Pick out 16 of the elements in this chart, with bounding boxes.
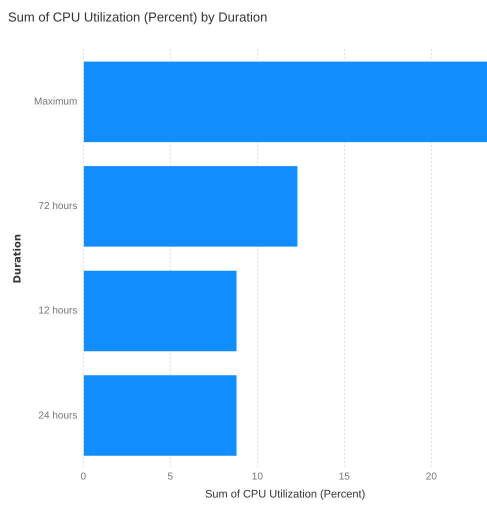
- y-tick-label: 72 hours: [38, 201, 78, 212]
- chart-title: Sum of CPU Utilization (Percent) by Duration: [8, 9, 268, 24]
- bar: [84, 166, 298, 247]
- bar: [84, 270, 236, 352]
- x-tick-label: 10: [252, 472, 264, 483]
- x-tick-label: 20: [426, 472, 438, 483]
- x-axis-title: Sum of CPU Utilization (Percent): [205, 488, 366, 500]
- y-tick-label: 24 hours: [38, 410, 78, 422]
- y-axis-title: Duration: [12, 234, 24, 284]
- bar: [84, 375, 236, 456]
- x-tick-label: 15: [338, 472, 350, 483]
- x-tick-label: 5: [168, 472, 174, 483]
- x-tick-label: 0: [80, 472, 87, 483]
- bar: [84, 62, 487, 142]
- y-tick-label: Maximum: [34, 96, 78, 108]
- y-tick-label: 12 hours: [38, 306, 78, 317]
